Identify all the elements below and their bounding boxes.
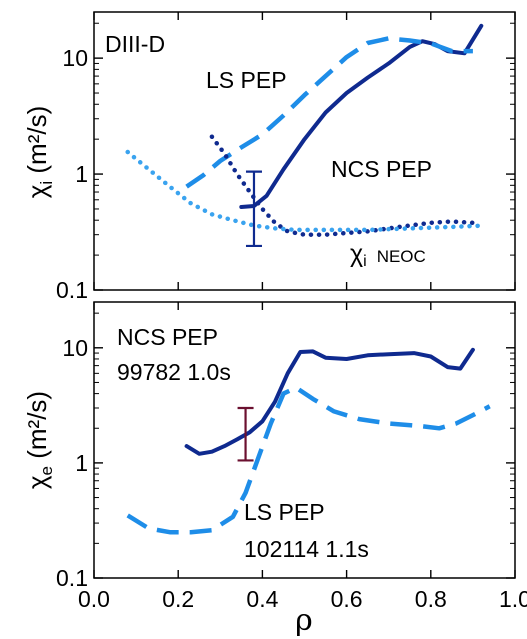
neoc-sub: i [363,253,367,270]
x-axis-label: ρ [295,603,313,638]
bottom-series-ls-pep [126,385,491,535]
bottom-y-axis-label: χe (m²/s) [22,391,56,489]
bottom-ytick-label: 10 [62,335,88,361]
top-series-ncs-dotted [209,134,476,237]
x-tick-label: 0.2 [162,586,194,612]
bottom-annotation-ncs-shot: 99782 1.0s [117,359,231,385]
bottom-ylabel-chi: χ [22,475,52,489]
top-ylabel-unit: (m²/s) [22,106,52,181]
top-panel-frame [93,11,516,291]
top-y-axis-label: χi (m²/s) [22,106,56,199]
bottom-series-ncs-pep [184,347,475,456]
bottom-annotation-ls-pep: LS PEP [244,499,325,525]
top-ytick-label: 1 [75,161,88,187]
top-annotation-ls-pep: LS PEP [206,67,287,93]
neoc-chi: χ [350,240,363,268]
x-tick-label: 0.6 [331,586,363,612]
top-annotation-machine: DIII-D [105,31,165,57]
x-tick-label: 0.0 [78,586,110,612]
bottom-panel-frame [93,301,516,579]
bottom-ylabel-unit: (m²/s) [22,391,52,466]
neoc-tag: NEOC [377,247,426,266]
top-annotation-neoc: χi NEOC [350,240,426,270]
top-ytick-label: 10 [62,45,88,71]
bottom-ytick-label: 1 [75,450,88,476]
bottom-ylabel-sub: e [37,466,56,475]
x-tick-label: 0.4 [246,586,278,612]
bottom-annotation-ncs-pep: NCS PEP [117,324,218,350]
x-tick-label: 1.0 [499,586,527,612]
x-tick-label: 0.8 [415,586,447,612]
top-ylabel-chi: χ [22,184,52,198]
top-series-neoclassical [125,149,488,233]
top-ylabel-sub: i [37,181,56,185]
top-ytick-label: 0.1 [56,277,88,303]
bottom-annotation-ls-shot: 102114 1.1s [244,536,369,562]
top-annotation-ncs-pep: NCS PEP [331,156,432,182]
bottom-ytick-label: 0.1 [56,565,88,591]
